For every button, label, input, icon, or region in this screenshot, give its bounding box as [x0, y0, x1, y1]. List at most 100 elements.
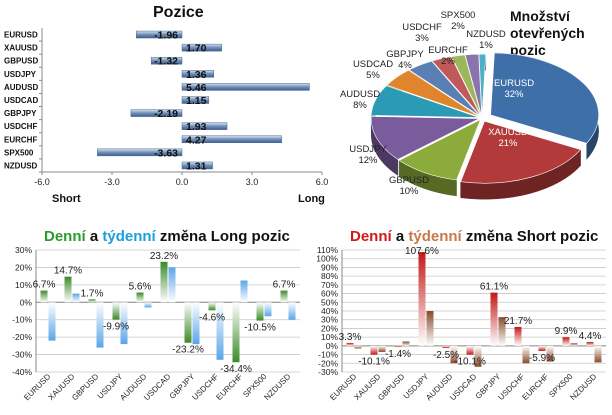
category-label: USDCHF: [4, 122, 37, 131]
pie-slice-percent-label: 32%: [504, 89, 524, 100]
x-tick-label: -6.0: [34, 177, 50, 187]
daily-change-label: 14.7%: [54, 266, 82, 277]
pie-slice-name-label: SPX500: [441, 10, 476, 21]
pie-slice-percent-label: 2%: [441, 56, 455, 67]
pie-slice-percent-label: 1%: [479, 40, 493, 51]
position-value-label: -1.32: [154, 56, 178, 68]
position-bar: [97, 148, 183, 157]
weekly-change-bar: [450, 345, 458, 364]
weekly-change-bar: [192, 302, 200, 345]
y-tick-label: 110%: [317, 245, 339, 255]
position-bar: [181, 43, 222, 52]
daily-change-bar: [40, 290, 48, 303]
pie-slice-percent-label: 3%: [415, 33, 429, 44]
pie-slice-name-label: NZDUSD: [466, 29, 506, 40]
x-tick-label: 3.0: [246, 177, 259, 187]
short-title-and: a: [391, 228, 409, 245]
daily-change-bar: [256, 302, 264, 321]
y-tick-label: 30%: [321, 315, 338, 325]
category-label: EURCHF: [214, 372, 244, 402]
daily-change-bar: [562, 337, 570, 346]
y-tick-label: -20%: [12, 332, 32, 342]
pie-slice-percent-label: 5%: [366, 70, 380, 81]
long-change-bar-chart: -40%-30%-20%-10%0%10%20%30%6.7%EURUSD14.…: [12, 245, 300, 402]
short-change-bar-chart: -30%-20%-10%0%10%20%30%40%50%60%70%80%90…: [316, 245, 606, 402]
pie-slice: [431, 56, 482, 117]
category-label: USDJPY: [4, 70, 37, 79]
daily-change-label: 21.7%: [504, 316, 532, 327]
daily-change-label: -23.2%: [172, 345, 204, 356]
pie-slice: [386, 69, 480, 118]
daily-change-label: -9.9%: [103, 322, 129, 333]
pie-slice: [408, 60, 481, 117]
category-label: USDCAD: [448, 372, 478, 402]
short-title-rest: změna Short pozic: [461, 228, 599, 245]
category-label: NZDUSD: [568, 372, 598, 402]
weekly-change-bar: [570, 343, 578, 346]
pie-slice-name-label: USDCAD: [353, 59, 393, 70]
position-value-label: 1.70: [186, 43, 207, 55]
y-tick-label: -20%: [318, 358, 338, 368]
weekly-change-bar: [288, 302, 296, 320]
y-tick-label: 30%: [15, 245, 32, 255]
daily-change-bar: [346, 342, 354, 346]
x-tick-label: 6.0: [316, 177, 329, 187]
category-label: GBPUSD: [4, 57, 38, 66]
daily-change-label: 107.6%: [405, 246, 439, 257]
pie-title-line-3: pozic: [510, 42, 546, 58]
y-tick-label: -10%: [318, 350, 338, 360]
short-title-daily: Denní: [350, 228, 392, 245]
category-label: USDCAD: [142, 372, 172, 402]
position-bar: [181, 161, 213, 170]
weekly-change-bar: [264, 302, 272, 317]
pie-slice-name-label: EURUSD: [494, 78, 534, 89]
daily-change-label: 4.4%: [579, 331, 602, 342]
position-value-label: -2.19: [154, 108, 178, 120]
weekly-change-bar: [168, 267, 176, 303]
pie-slice-name-label: GBPJPY: [386, 49, 424, 60]
daily-change-bar: [586, 342, 594, 346]
pie-slice: [460, 120, 582, 184]
position-value-label: -1.96: [154, 30, 178, 42]
weekly-change-bar: [48, 302, 56, 341]
daily-change-bar: [418, 252, 426, 346]
category-label: GBPUSD: [376, 372, 406, 402]
daily-change-bar: [64, 276, 72, 303]
pie-slice-percent-label: 21%: [498, 138, 518, 149]
daily-change-bar: [442, 345, 450, 349]
y-tick-label: 90%: [321, 262, 338, 272]
long-title-rest: změna Long pozic: [155, 228, 290, 245]
daily-change-label: 5.6%: [129, 282, 152, 293]
category-label: EURCHF: [520, 372, 550, 402]
y-tick-label: 0%: [326, 341, 339, 351]
y-tick-label: -40%: [12, 367, 32, 377]
daily-change-label: -5.9%: [529, 353, 555, 364]
daily-change-bar: [538, 345, 546, 351]
y-tick-label: -10%: [12, 315, 32, 325]
pie-slice-percent-label: 12%: [358, 155, 378, 166]
weekly-change-bar: [402, 341, 410, 346]
daily-change-bar: [88, 299, 96, 303]
daily-change-label: -2.5%: [433, 350, 459, 361]
category-label: GBPJPY: [4, 109, 37, 118]
pie-slice-name-label: EURCHF: [428, 45, 468, 56]
y-tick-label: 100%: [316, 254, 338, 264]
short-axis-label: Short: [52, 193, 81, 205]
y-tick-label: 40%: [321, 306, 338, 316]
pie-slice-percent-label: 2%: [451, 21, 465, 32]
daily-change-bar: [160, 261, 168, 303]
category-label: AUDUSD: [4, 83, 38, 92]
position-bar: [150, 56, 183, 65]
position-value-label: 4.27: [186, 134, 207, 146]
daily-change-label: -34.4%: [220, 364, 252, 375]
long-title-weekly: týdenní: [102, 228, 156, 245]
weekly-change-bar: [474, 345, 482, 367]
short-change-title: Denní a týdenní změna Short pozic: [350, 228, 598, 245]
weekly-change-bar: [426, 311, 434, 346]
weekly-change-bar: [96, 302, 104, 348]
category-label: NZDUSD: [262, 372, 292, 402]
daily-change-label: 1.7%: [81, 288, 104, 299]
weekly-change-bar: [498, 317, 506, 346]
x-tick-label: 0.0: [176, 177, 189, 187]
position-value-label: 1.93: [186, 121, 207, 133]
